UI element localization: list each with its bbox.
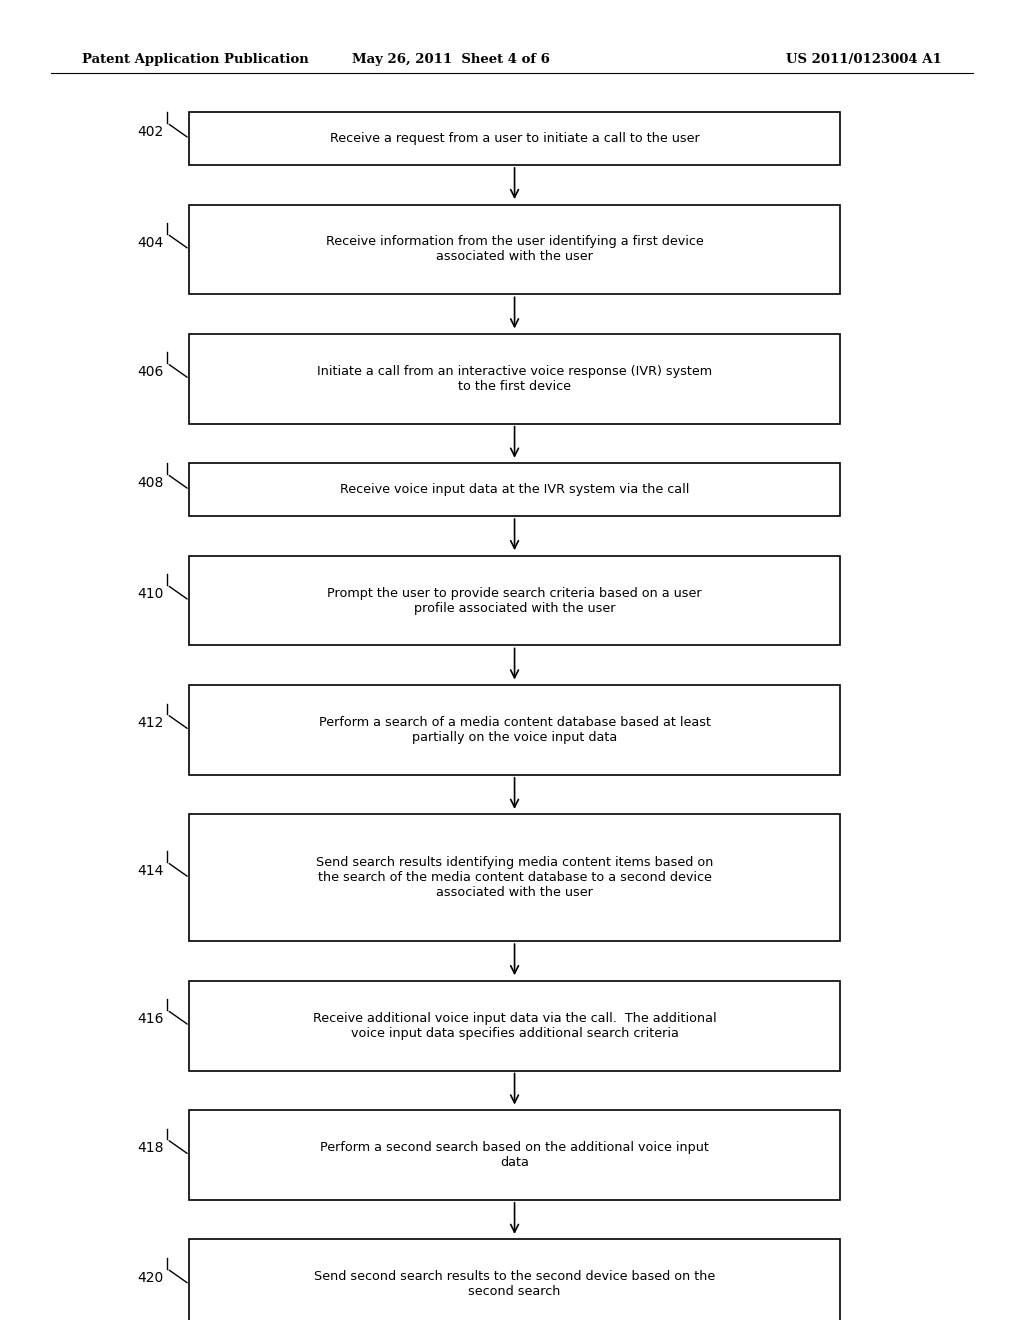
- Text: 418: 418: [137, 1142, 164, 1155]
- FancyBboxPatch shape: [189, 1239, 840, 1320]
- FancyBboxPatch shape: [189, 334, 840, 424]
- Text: May 26, 2011  Sheet 4 of 6: May 26, 2011 Sheet 4 of 6: [351, 53, 550, 66]
- Text: Send second search results to the second device based on the
second search: Send second search results to the second…: [314, 1270, 715, 1299]
- FancyBboxPatch shape: [189, 981, 840, 1071]
- Text: Receive information from the user identifying a first device
associated with the: Receive information from the user identi…: [326, 235, 703, 264]
- Text: 406: 406: [137, 366, 164, 379]
- FancyBboxPatch shape: [189, 556, 840, 645]
- Text: 408: 408: [137, 477, 164, 490]
- Text: Send search results identifying media content items based on
the search of the m: Send search results identifying media co…: [315, 857, 714, 899]
- Text: 404: 404: [137, 236, 164, 249]
- Text: 410: 410: [137, 587, 164, 601]
- Text: Perform a search of a media content database based at least
partially on the voi: Perform a search of a media content data…: [318, 715, 711, 744]
- FancyBboxPatch shape: [189, 205, 840, 294]
- Text: 412: 412: [137, 717, 164, 730]
- Text: Initiate a call from an interactive voice response (IVR) system
to the first dev: Initiate a call from an interactive voic…: [317, 364, 712, 393]
- FancyBboxPatch shape: [189, 463, 840, 516]
- FancyBboxPatch shape: [189, 814, 840, 941]
- FancyBboxPatch shape: [189, 685, 840, 775]
- Text: Receive voice input data at the IVR system via the call: Receive voice input data at the IVR syst…: [340, 483, 689, 496]
- Text: 402: 402: [137, 125, 164, 139]
- Text: Patent Application Publication: Patent Application Publication: [82, 53, 308, 66]
- Text: Receive additional voice input data via the call.  The additional
voice input da: Receive additional voice input data via …: [312, 1011, 717, 1040]
- FancyBboxPatch shape: [189, 1110, 840, 1200]
- FancyBboxPatch shape: [189, 112, 840, 165]
- Text: Receive a request from a user to initiate a call to the user: Receive a request from a user to initiat…: [330, 132, 699, 145]
- Text: 414: 414: [137, 865, 164, 878]
- Text: Perform a second search based on the additional voice input
data: Perform a second search based on the add…: [321, 1140, 709, 1170]
- Text: Prompt the user to provide search criteria based on a user
profile associated wi: Prompt the user to provide search criter…: [328, 586, 701, 615]
- Text: US 2011/0123004 A1: US 2011/0123004 A1: [786, 53, 942, 66]
- Text: 416: 416: [137, 1012, 164, 1026]
- Text: 420: 420: [137, 1271, 164, 1284]
